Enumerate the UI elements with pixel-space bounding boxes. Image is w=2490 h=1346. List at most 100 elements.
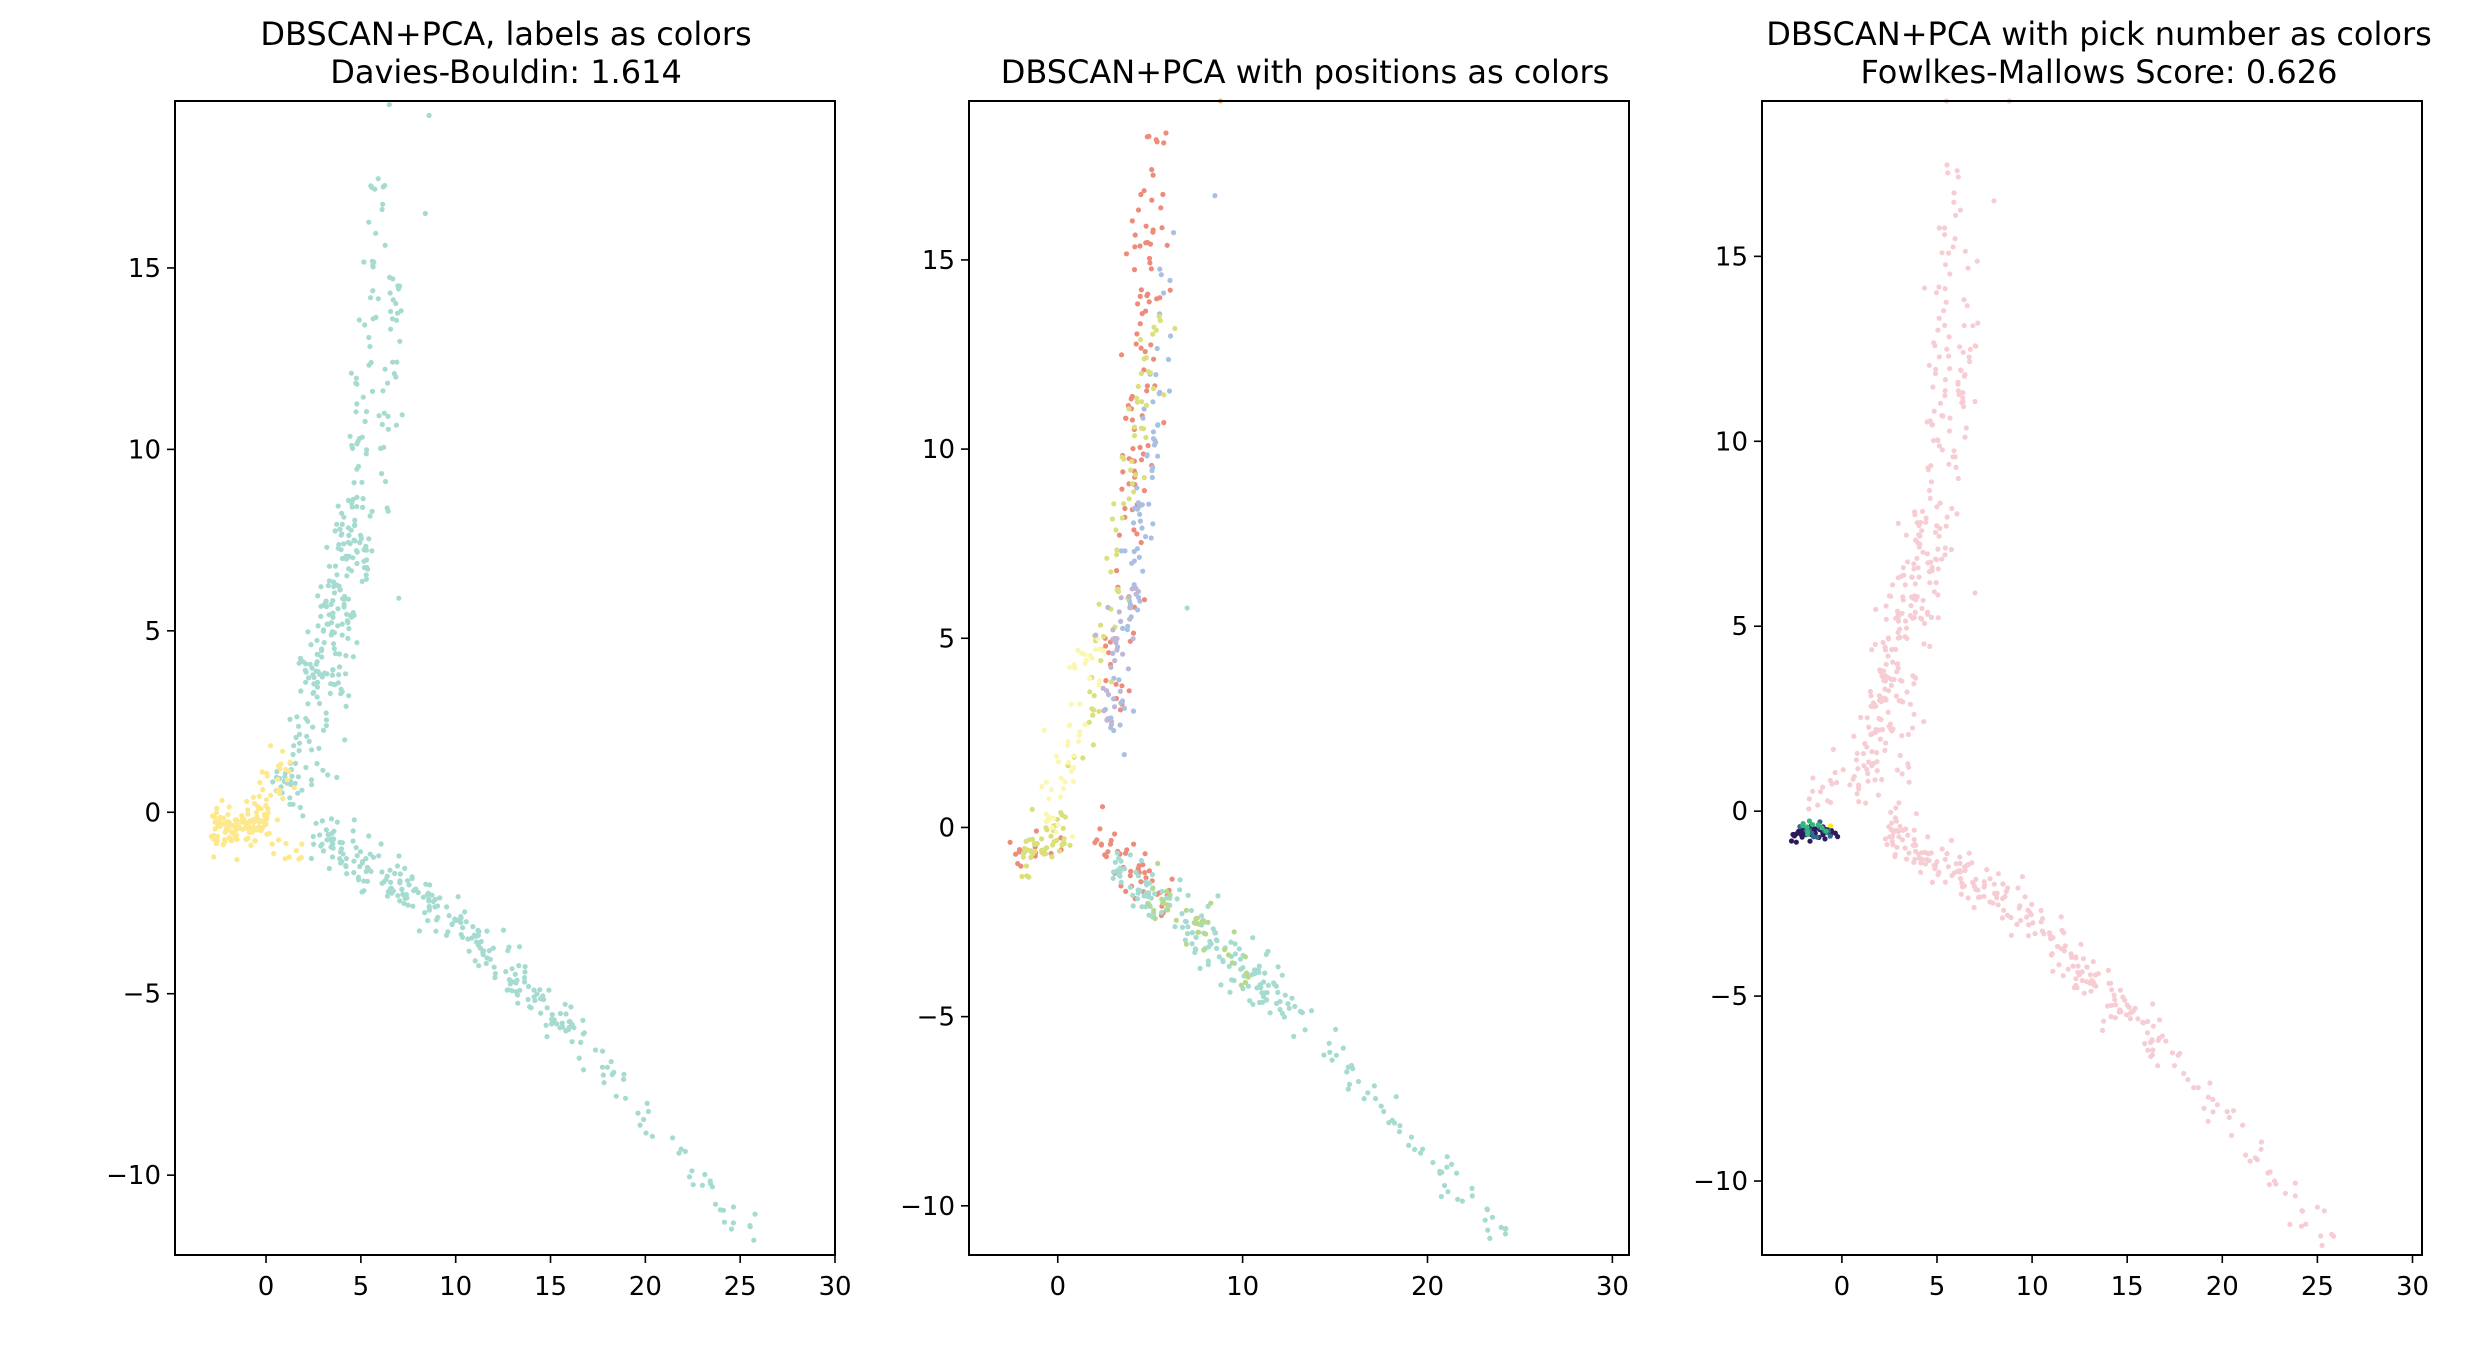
scatter-point-series-0 [1955, 475, 1961, 482]
scatter-point-series-0 [1893, 818, 1899, 824]
scatter-point-series-0 [1906, 850, 1912, 856]
x-tick-label: 25 [724, 1272, 757, 1302]
scatter-point-series-0 [1141, 367, 1147, 373]
scatter-point-series-0 [1962, 434, 1968, 440]
scatter-point-series-0 [470, 924, 476, 930]
scatter-point-series-0 [1138, 539, 1144, 546]
scatter-point-series-0 [317, 671, 323, 678]
scatter-point-series-5 [1135, 890, 1141, 896]
scatter-point-series-0 [1870, 700, 1876, 706]
panel-title: DBSCAN+PCA with pick number as colors [1766, 15, 2432, 53]
scatter-point-series-0 [1934, 504, 1940, 510]
scatter-point-series-0 [313, 661, 319, 667]
scatter-point-series-5 [1482, 1217, 1488, 1223]
y-tick-label: 10 [128, 435, 161, 465]
scatter-point-series-0 [1890, 582, 1896, 588]
scatter-point-series-0 [1897, 752, 1903, 759]
scatter-point-series-1 [1161, 290, 1167, 296]
scatter-point-series-0 [635, 1110, 641, 1116]
scatter-point-series-0 [1897, 823, 1903, 830]
scatter-point-series-4 [1100, 685, 1106, 691]
scatter-point-series-0 [402, 895, 408, 901]
scatter-point-series-0 [2205, 1118, 2211, 1124]
scatter-point-series-0 [569, 1039, 575, 1045]
scatter-point-series-1 [275, 776, 281, 782]
scatter-point-series-0 [1911, 827, 1917, 833]
scatter-point-series-4 [1127, 616, 1133, 622]
scatter-point-series-6 [1151, 907, 1157, 914]
scatter-point-series-0 [338, 860, 344, 866]
scatter-point-series-1 [1788, 838, 1795, 844]
scatter-point-series-6 [1165, 907, 1171, 913]
scatter-point-series-0 [1135, 207, 1142, 213]
scatter-point-series-0 [1872, 777, 1878, 783]
scatter-point-series-2 [1090, 742, 1096, 748]
scatter-point-series-1 [282, 856, 288, 862]
scatter-point-series-0 [2266, 1181, 2272, 1188]
scatter-point-series-5 [1326, 1040, 1332, 1046]
scatter-point-series-0 [1851, 733, 1857, 739]
scatter-point-series-5 [1455, 1196, 1461, 1202]
scatter-point-series-0 [1952, 454, 1958, 460]
scatter-point-series-5 [1350, 1066, 1356, 1072]
scatter-point-series-5 [1251, 967, 1258, 973]
scatter-point-series-0 [1144, 293, 1150, 299]
x-tick-label: 20 [629, 1272, 662, 1302]
scatter-point-series-0 [506, 977, 512, 983]
scatter-point-series-0 [1854, 791, 1860, 797]
scatter-point-series-0 [670, 1135, 676, 1141]
scatter-point-series-0 [592, 1047, 599, 1053]
scatter-point-series-3 [1046, 796, 1052, 802]
scatter-point-series-0 [366, 833, 372, 839]
scatter-point-series-0 [559, 1020, 565, 1026]
scatter-point-series-0 [1869, 749, 1875, 755]
scatter-point-series-0 [1144, 134, 1150, 140]
scatter-point-series-0 [340, 851, 346, 857]
y-tick-label: −10 [106, 1161, 161, 1191]
scatter-point-series-0 [2207, 1080, 2213, 1086]
scatter-point-series-0 [305, 701, 311, 707]
scatter-point-series-2 [1138, 370, 1144, 377]
scatter-point-series-0 [557, 1010, 564, 1017]
x-tick-label: 5 [353, 1272, 370, 1302]
scatter-point-series-0 [1921, 285, 1928, 291]
scatter-point-series-2 [1096, 708, 1102, 714]
scatter-point-series-0 [1936, 354, 1942, 360]
scatter-point-series-0 [2070, 963, 2076, 969]
scatter-point-series-0 [1867, 688, 1873, 695]
scatter-point-series-0 [366, 362, 372, 368]
scatter-point-series-0 [320, 848, 327, 854]
scatter-point-series-5 [1179, 911, 1185, 917]
scatter-point-series-0 [531, 987, 537, 993]
scatter-point-series-0 [334, 521, 340, 527]
scatter-point-series-0 [2002, 893, 2008, 900]
scatter-point-series-0 [323, 604, 330, 610]
scatter-point-series-0 [543, 1022, 549, 1028]
scatter-point-series-0 [1895, 661, 1901, 667]
scatter-point-series-0 [1806, 796, 1812, 802]
scatter-point-series-2 [1021, 845, 1028, 852]
scatter-point-series-0 [516, 944, 523, 950]
scatter-point-series-2 [1061, 836, 1067, 842]
scatter-point-outlier [1991, 198, 1997, 204]
scatter-point-series-3 [1066, 723, 1072, 729]
scatter-point-series-0 [483, 960, 489, 967]
scatter-point-series-0 [1018, 863, 1024, 869]
scatter-point-series-0 [394, 863, 401, 869]
scatter-point-outlier [1184, 605, 1190, 611]
scatter-point-series-0 [1893, 693, 1899, 699]
scatter-point-series-0 [1893, 615, 1899, 621]
scatter-points [208, 102, 758, 1243]
y-tick-label: 15 [128, 254, 161, 284]
scatter-point-series-0 [1937, 500, 1943, 506]
scatter-point-series-5 [1226, 963, 1232, 970]
scatter-point-series-0 [270, 779, 276, 785]
scatter-point-series-0 [568, 1004, 574, 1010]
scatter-point-series-0 [2303, 1221, 2309, 1227]
scatter-point-series-1 [1150, 436, 1157, 442]
scatter-point-series-6 [1238, 982, 1244, 988]
scatter-point-series-0 [1143, 308, 1149, 314]
scatter-point-series-0 [1944, 851, 1950, 857]
scatter-point-series-0 [1947, 415, 1953, 421]
scatter-point-series-0 [368, 868, 374, 875]
